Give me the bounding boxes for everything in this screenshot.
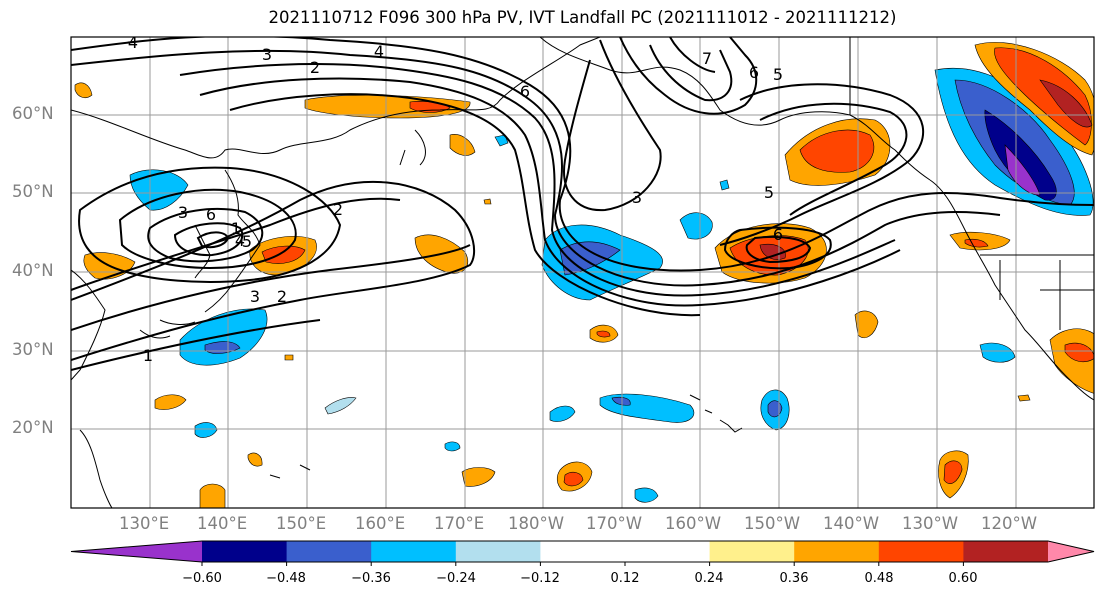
colorbar-segment [794,541,880,562]
contour-label: 6 [520,82,530,101]
colorbar-segment [455,541,541,562]
colorbar-segment [202,541,288,562]
colorbar-tick-label: 0.24 [694,571,724,586]
lat-label: 60°N [12,104,54,123]
lat-label: 30°N [12,340,54,359]
colorbar-segment [878,541,964,562]
lon-label: 150°W [744,514,801,533]
colorbar-tick-label: −0.12 [520,571,560,586]
contour-label: 3 [250,287,260,306]
contour-label: 5 [242,232,252,251]
colorbar-segment [963,541,1049,562]
lat-label: 40°N [12,261,54,280]
contour-label: 6 [749,63,759,82]
contour-label: 5 [773,65,783,84]
colorbar-segment [625,541,711,562]
lon-label: 120°W [981,514,1038,533]
pv-contours [71,37,1094,371]
lon-label: 150°E [276,514,327,533]
lat-label: 20°N [12,418,54,437]
map-title: 2021110712 F096 300 hPa PV, IVT Landfall… [268,8,897,27]
contour-label: 1 [143,346,153,365]
contour-label: 5 [764,183,774,202]
lon-label: 180°W [508,514,565,533]
colorbar-segment [371,541,457,562]
lon-label: 160°E [355,514,406,533]
colorbar-segment [71,541,202,562]
contour-label: 3 [632,188,642,207]
contour-label: 6 [773,225,783,244]
graticule [71,37,1094,508]
lon-label: 130°W [902,514,959,533]
contour-label: 4 [128,33,138,52]
contour-label: 4 [235,231,245,250]
contour-label: 7 [702,49,712,68]
lon-label: 130°E [119,514,170,533]
coastlines [71,37,1094,508]
colorbar-tick-label: 0.12 [610,571,640,586]
lon-label: 140°W [823,514,880,533]
colorbar-segment [286,541,372,562]
colorbar-tick-label: 0.48 [864,571,894,586]
colorbar-segment [1048,541,1094,562]
colorbar-tick-label: −0.60 [182,571,222,586]
colorbar-segment [709,541,795,562]
colorbar-segment [540,541,626,562]
contour-label: 2 [310,58,320,77]
lon-label: 170°W [586,514,643,533]
negative-shading [129,68,1094,503]
contour-labels: 4 3 4 2 7 6 5 6 3 5 6 3 2 6 5 4 1 3 2 1 [128,33,783,365]
contour-label: 6 [206,205,216,224]
contour-label: 3 [262,45,272,64]
colorbar-tick-label: −0.24 [436,571,476,586]
colorbar-tick-label: −0.48 [266,571,306,586]
contour-label: 4 [374,42,384,61]
contour-label: 2 [277,287,287,306]
contour-label: 2 [333,200,343,219]
colorbar [70,540,1095,566]
colorbar-tick-label: 0.60 [948,571,978,586]
lat-label: 50°N [12,182,54,201]
lon-label: 160°W [665,514,722,533]
contour-label: 3 [178,203,188,222]
lon-label: 140°E [197,514,248,533]
map-frame [70,36,1095,509]
colorbar-tick-label: 0.36 [779,571,809,586]
contour-label: 1 [231,219,241,238]
colorbar-tick-label: −0.36 [351,571,391,586]
lon-label: 170°E [434,514,485,533]
